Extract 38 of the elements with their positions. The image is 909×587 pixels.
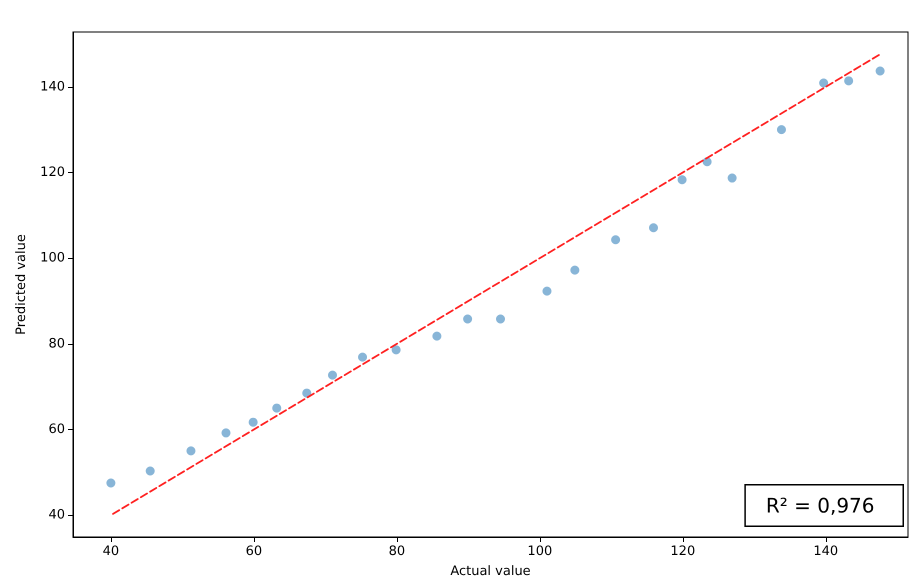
x-tick-label: 80: [388, 544, 406, 559]
point: [844, 76, 854, 86]
y-axis-title: Predicted value: [14, 234, 29, 335]
point: [542, 286, 552, 296]
point: [392, 345, 401, 354]
point: [186, 446, 196, 456]
point: [248, 418, 258, 427]
y-tick-label: 40: [48, 508, 65, 523]
x-tick-label: 60: [246, 544, 262, 559]
point: [221, 428, 230, 438]
point: [611, 235, 620, 244]
x-tick-label: 140: [813, 544, 838, 559]
annotation: R² = 0,976: [766, 494, 875, 518]
point: [570, 266, 580, 275]
y-tick-label: 120: [40, 164, 65, 180]
point: [146, 466, 155, 476]
point: [272, 404, 282, 413]
point: [302, 388, 312, 398]
point: [678, 175, 687, 184]
y-tick-label: 140: [40, 79, 65, 94]
y-tick-label: 80: [48, 336, 65, 352]
point: [106, 478, 116, 488]
point: [463, 314, 472, 324]
point: [728, 174, 737, 183]
point: [776, 125, 786, 134]
point: [328, 370, 338, 380]
point: [876, 66, 885, 76]
y-tick-label: 100: [40, 250, 65, 266]
y-tick-label: 60: [48, 422, 65, 437]
x-axis-title: Actual value: [450, 564, 531, 579]
point: [358, 352, 368, 362]
x-tick-label: 40: [102, 544, 120, 559]
point: [432, 332, 442, 341]
point: [496, 314, 506, 324]
point: [819, 78, 828, 88]
x-tick-label: 100: [527, 544, 552, 559]
x-tick-label: 120: [670, 544, 696, 559]
point: [649, 223, 658, 232]
